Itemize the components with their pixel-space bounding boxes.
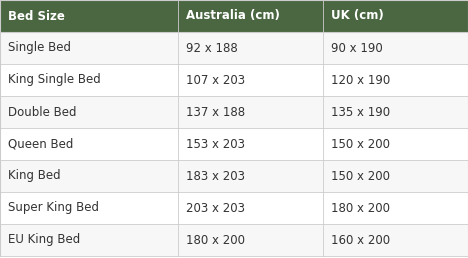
Bar [178, 192, 323, 224]
Text: 203 x 203: 203 x 203 [186, 201, 245, 214]
Text: 183 x 203: 183 x 203 [186, 170, 245, 182]
Bar [0, 64, 178, 96]
Bar [0, 192, 178, 224]
Text: 90 x 190: 90 x 190 [331, 42, 383, 54]
Text: Bed Size: Bed Size [8, 10, 65, 22]
Bar [323, 0, 468, 32]
Bar [323, 32, 468, 64]
Text: 180 x 200: 180 x 200 [331, 201, 390, 214]
Text: 107 x 203: 107 x 203 [186, 74, 245, 86]
Text: 92 x 188: 92 x 188 [186, 42, 238, 54]
Text: EU King Bed: EU King Bed [8, 233, 80, 246]
Bar [0, 224, 178, 256]
Text: 135 x 190: 135 x 190 [331, 106, 390, 118]
Bar [178, 0, 323, 32]
Bar [0, 0, 178, 32]
Text: 150 x 200: 150 x 200 [331, 170, 390, 182]
Bar [0, 160, 178, 192]
Bar [0, 96, 178, 128]
Text: 150 x 200: 150 x 200 [331, 138, 390, 150]
Bar [0, 128, 178, 160]
Text: 180 x 200: 180 x 200 [186, 233, 245, 246]
Bar [178, 224, 323, 256]
Text: Single Bed: Single Bed [8, 42, 71, 54]
Bar [0, 32, 178, 64]
Text: Australia (cm): Australia (cm) [186, 10, 280, 22]
Bar [178, 160, 323, 192]
Text: 120 x 190: 120 x 190 [331, 74, 390, 86]
Text: 137 x 188: 137 x 188 [186, 106, 245, 118]
Bar [178, 64, 323, 96]
Bar [323, 224, 468, 256]
Text: King Single Bed: King Single Bed [8, 74, 101, 86]
Bar [178, 32, 323, 64]
Bar [323, 96, 468, 128]
Bar [178, 96, 323, 128]
Bar [323, 160, 468, 192]
Text: UK (cm): UK (cm) [331, 10, 384, 22]
Bar [178, 128, 323, 160]
Text: Queen Bed: Queen Bed [8, 138, 73, 150]
Bar [323, 64, 468, 96]
Text: Super King Bed: Super King Bed [8, 201, 99, 214]
Text: 160 x 200: 160 x 200 [331, 233, 390, 246]
Text: Double Bed: Double Bed [8, 106, 76, 118]
Text: 153 x 203: 153 x 203 [186, 138, 245, 150]
Bar [323, 128, 468, 160]
Bar [323, 192, 468, 224]
Text: King Bed: King Bed [8, 170, 61, 182]
